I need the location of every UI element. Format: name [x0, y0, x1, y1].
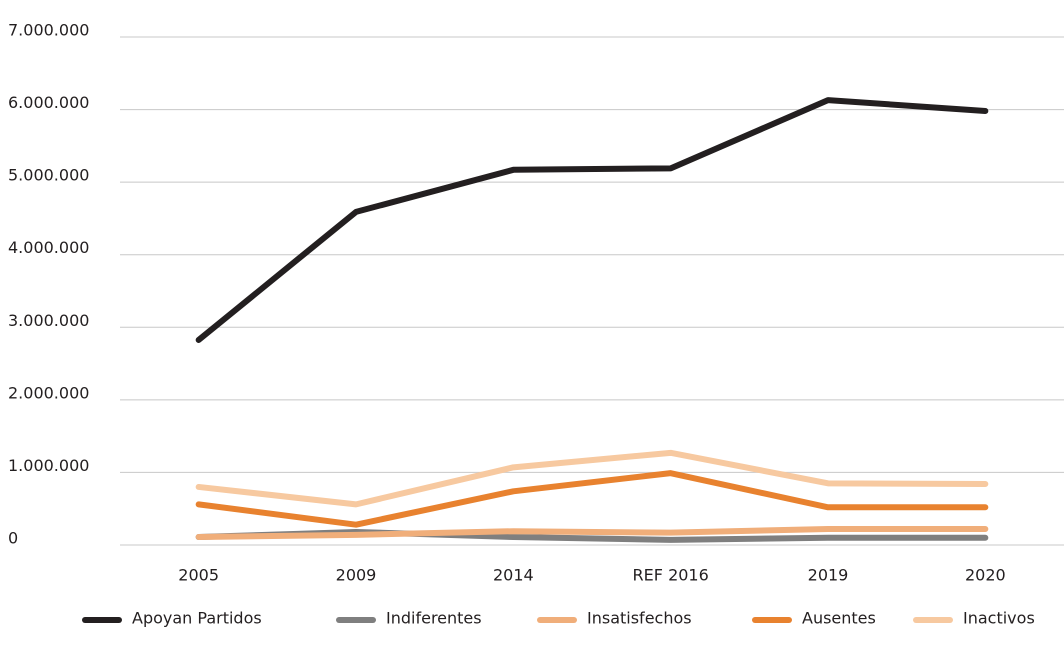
y-tick-label: 3.000.000: [8, 311, 89, 330]
series-line: [195, 470, 989, 528]
x-tick-label: 2020: [965, 566, 1006, 585]
series-line: [195, 97, 989, 343]
y-tick-label: 7.000.000: [8, 21, 89, 40]
y-tick-label: 1.000.000: [8, 456, 89, 475]
x-tick-label: 2019: [808, 566, 849, 585]
x-tick-label: 2009: [336, 566, 377, 585]
y-tick-label: 4.000.000: [8, 238, 89, 257]
legend-label: Inactivos: [963, 609, 1035, 628]
series-line: [195, 449, 989, 508]
legend-label: Insatisfechos: [587, 609, 692, 628]
y-tick-label: 0: [8, 529, 18, 548]
y-tick-label: 5.000.000: [8, 166, 89, 185]
series-line: [195, 526, 989, 541]
x-tick-label: 2014: [493, 566, 534, 585]
x-tick-label: REF 2016: [633, 566, 709, 585]
y-tick-label: 6.000.000: [8, 93, 89, 112]
legend-label: Indiferentes: [386, 609, 482, 628]
x-tick-label: 2005: [178, 566, 219, 585]
legend-label: Apoyan Partidos: [132, 609, 262, 628]
legend-label: Ausentes: [802, 609, 876, 628]
y-tick-label: 2.000.000: [8, 383, 89, 402]
